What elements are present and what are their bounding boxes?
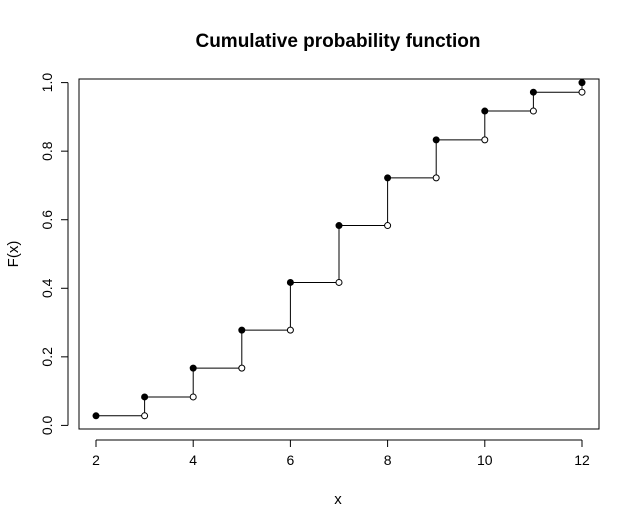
open-point bbox=[384, 222, 392, 230]
plot-box bbox=[78, 78, 600, 430]
open-point bbox=[432, 174, 440, 182]
x-tick-label: 10 bbox=[477, 452, 493, 468]
y-tick-label: 0.0 bbox=[39, 415, 55, 435]
y-axis-label: F(x) bbox=[5, 241, 22, 268]
x-axis: 2 4 6 8 10 12 bbox=[92, 439, 590, 468]
x-tick-label: 2 bbox=[92, 452, 100, 468]
data-points bbox=[92, 79, 586, 420]
closed-point bbox=[189, 364, 197, 372]
open-point bbox=[529, 107, 537, 115]
y-axis: 0.0 0.2 0.4 0.6 0.8 1.0 bbox=[39, 73, 69, 435]
closed-point bbox=[286, 278, 294, 286]
closed-point bbox=[578, 79, 586, 87]
y-tick-label: 0.8 bbox=[39, 141, 55, 161]
chart-title: Cumulative probability function bbox=[195, 31, 480, 52]
y-tick-label: 0.2 bbox=[39, 347, 55, 367]
open-point bbox=[335, 278, 343, 286]
y-tick-label: 0.4 bbox=[39, 278, 55, 298]
step-lines bbox=[96, 82, 583, 417]
open-point bbox=[189, 393, 197, 401]
open-point bbox=[578, 88, 586, 96]
closed-point bbox=[529, 88, 537, 96]
open-point bbox=[481, 136, 489, 144]
open-point bbox=[141, 412, 149, 420]
x-tick-label: 12 bbox=[574, 452, 590, 468]
closed-point bbox=[384, 174, 392, 182]
x-tick-label: 8 bbox=[384, 452, 392, 468]
open-point bbox=[238, 364, 246, 372]
closed-point bbox=[92, 412, 100, 420]
closed-point bbox=[335, 222, 343, 230]
open-point bbox=[286, 326, 294, 334]
y-tick-label: 1.0 bbox=[39, 73, 55, 93]
closed-point bbox=[238, 326, 246, 334]
y-tick-label: 0.6 bbox=[39, 210, 55, 230]
closed-point bbox=[481, 107, 489, 115]
x-tick-label: 6 bbox=[287, 452, 295, 468]
x-axis-label: x bbox=[334, 491, 342, 508]
closed-point bbox=[432, 136, 440, 144]
closed-point bbox=[141, 393, 149, 401]
x-tick-label: 4 bbox=[189, 452, 197, 468]
